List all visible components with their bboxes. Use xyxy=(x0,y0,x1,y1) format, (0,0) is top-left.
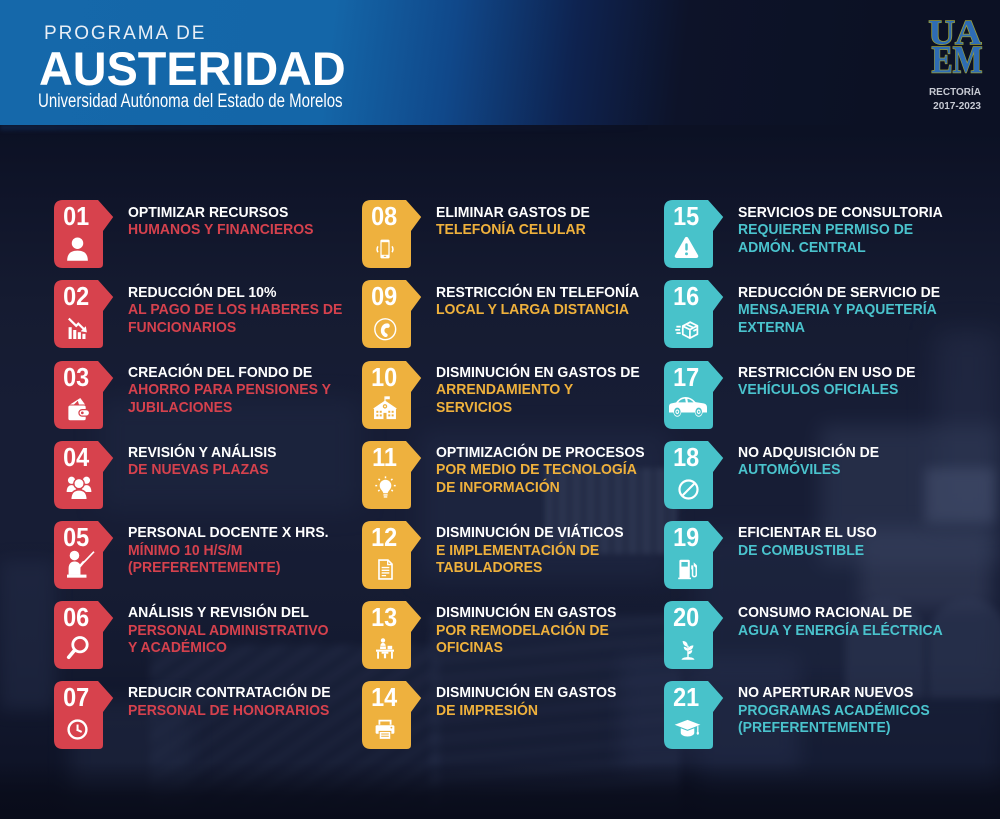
svg-text:UA: UA xyxy=(929,18,982,52)
svg-text:EM: EM xyxy=(932,37,983,78)
